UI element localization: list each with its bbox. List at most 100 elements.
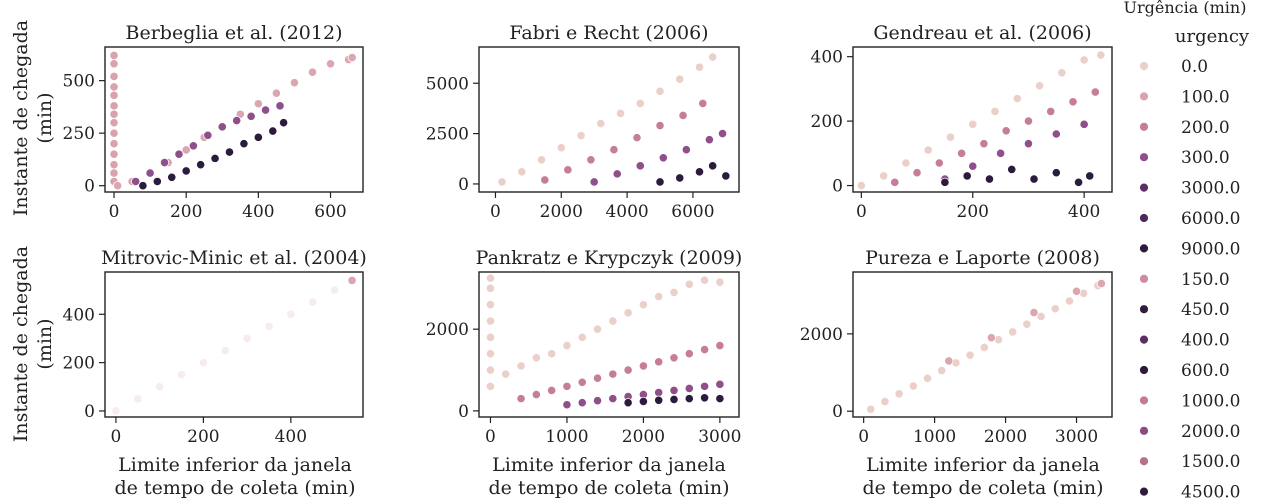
scatter-point [669,385,679,396]
scatter-point [880,396,890,407]
scatter-point [109,59,119,69]
legend: Urgência (min) urgency 0.0 100.0 200.0 300.… [1124,0,1250,500]
scatter-point [1029,174,1039,184]
x-tick-label: 2000 [540,202,583,222]
scatter-point [654,387,664,398]
scatter-point [1085,171,1095,181]
scatter-point [113,181,123,191]
scatter-point [188,141,199,151]
scatter-point [109,149,119,159]
scatter-point [979,139,989,149]
scatter-point [174,149,184,159]
scatter-point [517,167,527,177]
scatter-point [694,167,705,177]
scatter-point [654,291,664,302]
scatter-point [866,404,876,414]
scatter-point [856,180,866,191]
y-tick-label: 0 [832,177,843,197]
x-tick-label: 200 [957,202,989,222]
scatter-point [203,130,213,140]
scatter-point [1007,164,1017,175]
x-tick-label: 0 [109,202,120,222]
y-axis-label-row1-line1: Instante de chegada [10,20,32,216]
x-tick-label: 0 [485,427,496,447]
scatter-point [152,176,162,187]
scatter-point [699,275,710,285]
legend-label: 3000.0 [1181,179,1240,199]
scatter-point [347,52,357,63]
scatter-point [577,398,587,408]
scatter-point [138,181,148,191]
x-tick-label: 1000 [913,427,956,447]
scatter-point [879,171,889,181]
scatter-point [694,62,705,72]
subplot-title: Berbeglia et al. (2012) [126,22,343,44]
x-axis-label-col2-line1: Limite inferior da janela [492,454,726,476]
legend-label: 4500.0 [1181,483,1240,500]
scatter-point [623,308,633,318]
scatter-point [501,369,511,379]
y-tick-label: 0 [84,402,95,422]
legend-label: 300.0 [1181,148,1230,168]
scatter-point [217,122,227,132]
scatter-point [721,171,731,181]
scatter-point [485,283,496,293]
scatter-point [145,168,155,178]
scatter-point [957,148,967,158]
axes-frame [852,271,1113,418]
scatter-point [908,381,918,391]
scatter-point [485,381,496,391]
scatter-point [497,177,507,187]
panels: Berbeglia et al. (2012)0 200 400 6000250500… [63,22,1113,447]
scatter-point [655,177,665,187]
scatter-points [485,273,725,410]
scatter-point [1090,87,1100,97]
scatter-point [246,111,256,121]
x-tick-label: 400 [275,427,307,447]
scatter-point [922,373,933,383]
subplot-1: Berbeglia et al. (2012) 0 200 400 600 0 250 500 [63,22,364,222]
scatter-point [198,358,208,368]
scatter-point [253,99,263,109]
legend-entry: 300.0 [1139,148,1230,168]
scatter-point [329,285,340,295]
scatter-point [577,377,587,387]
y-axis-label-row1-line2: (min) [34,92,56,143]
legend-marker [1139,243,1149,254]
x-tick-label: 2000 [984,427,1027,447]
y-tick-label: 0 [458,175,469,195]
legend-marker [1139,365,1149,375]
legend-entry: 3000.0 [1139,179,1240,199]
subplot-title: Pureza e Laporte (2008) [865,247,1100,269]
scatter-point [547,385,557,396]
scatter-point [1012,93,1022,104]
scatter-point [159,157,170,168]
scatter-point [275,101,285,111]
scatter-point [210,153,220,163]
subplot-3: Gendreau et al. (2006) 0 200 400 0 200 400 [811,22,1113,222]
scatter-point [684,349,694,359]
scatter-point [485,300,496,310]
scatter-point [592,396,603,406]
scatter-point [632,133,642,143]
scatter-point [1034,81,1045,91]
scatter-point [1008,327,1018,337]
legend-marker [1139,121,1149,132]
legend-label: 2000.0 [1181,422,1240,442]
y-tick-label: 2000 [426,320,469,340]
scatter-point [984,174,995,184]
scatter-point [608,369,618,379]
scatter-point [592,324,603,334]
legend-label: 200.0 [1181,118,1230,138]
scatter-point [623,365,633,375]
scatter-point [224,147,235,157]
scatter-points [111,275,357,416]
y-tick-label: 200 [63,354,95,374]
scatter-point [923,145,933,155]
x-tick-label: 4000 [605,202,648,222]
scatter-point [239,139,249,149]
legend-marker [1139,395,1149,406]
y-tick-label: 2500 [426,125,469,145]
scatter-point [1096,50,1106,60]
scatter-point [1071,286,1082,296]
